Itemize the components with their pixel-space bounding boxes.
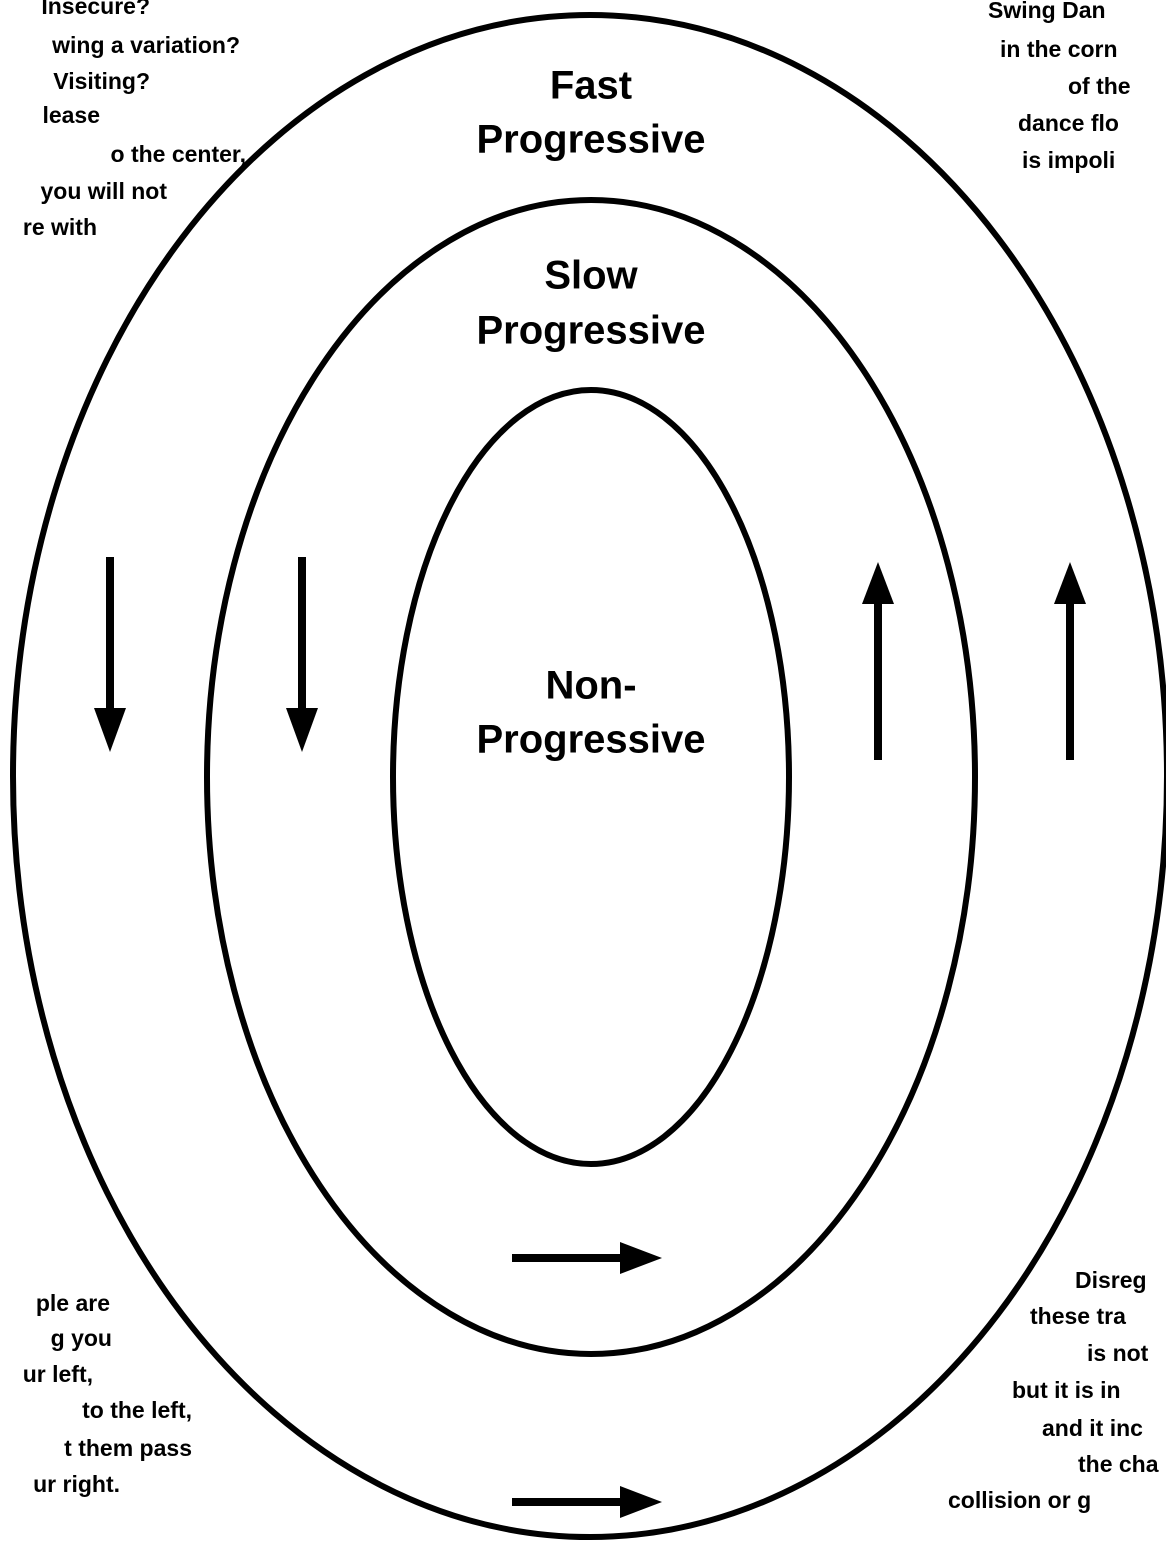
arrow-right	[512, 1242, 662, 1274]
note-line: Disreg	[1075, 1267, 1147, 1293]
note-line: ur left,	[23, 1361, 93, 1387]
zone-label: Progressive	[476, 118, 705, 162]
arrow-down	[94, 557, 126, 752]
note-line: Visiting?	[53, 68, 150, 94]
zone-label: Slow	[544, 254, 638, 298]
note-line: of the	[1068, 73, 1131, 99]
note-line: re with	[23, 214, 97, 240]
zone-label: Progressive	[476, 718, 705, 762]
note-line: t them pass	[64, 1435, 192, 1461]
arrow-right	[512, 1486, 662, 1518]
note-line: is impoli	[1022, 147, 1115, 173]
arrow-up	[862, 562, 894, 760]
note-line: and it inc	[1042, 1415, 1143, 1441]
note-line: ur right.	[33, 1471, 120, 1497]
note-line: is not	[1087, 1340, 1149, 1366]
note-line: Insecure?	[41, 0, 150, 19]
note-line: g you	[51, 1325, 112, 1351]
note-line: collision or g	[948, 1487, 1091, 1513]
note-line: ple are	[36, 1290, 110, 1316]
note-line: but it is in	[1012, 1377, 1121, 1403]
outer-lane	[10, 12, 1166, 1540]
middle-lane	[204, 197, 978, 1357]
zone-label: Non-	[545, 664, 636, 708]
note-line: lease	[42, 102, 100, 128]
note-line: wing a variation?	[51, 32, 240, 58]
note-line: Swing Dan	[988, 0, 1106, 23]
arrow-up	[1054, 562, 1086, 760]
note-line: these tra	[1030, 1303, 1126, 1329]
inner-lane	[390, 387, 792, 1167]
zone-label: Progressive	[476, 309, 705, 353]
note-line: to the left,	[82, 1397, 192, 1423]
note-line: the cha	[1078, 1451, 1159, 1477]
note-line: in the corn	[1000, 36, 1118, 62]
arrow-down	[286, 557, 318, 752]
note-line: you will not	[41, 178, 168, 204]
note-line: dance flo	[1018, 110, 1119, 136]
zone-label: Fast	[550, 64, 632, 108]
note-line: o the center,	[111, 141, 246, 167]
